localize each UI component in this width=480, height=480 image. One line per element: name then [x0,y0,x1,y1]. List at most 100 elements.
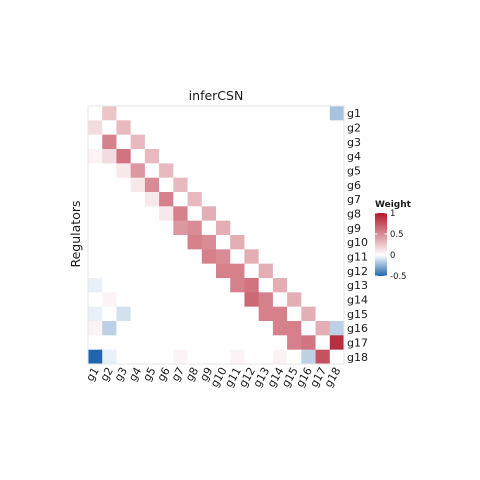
heatmap-cell-g16-g4 [130,321,146,336]
heatmap-cell-g5-g5 [144,163,160,178]
heatmap-cell-g14-g4 [130,292,146,307]
y-tick-label: g7 [347,193,361,206]
x-tick-label: g2 [98,365,116,384]
heatmap-cell-g11-g17 [315,249,331,264]
y-tick-label: g16 [347,322,368,335]
heatmap-cell-g2-g1 [88,120,103,135]
heatmap-cell-g17-g16 [301,335,316,350]
heatmap-cell-g8-g12 [244,206,259,221]
heatmap-cell-g7-g16 [301,192,316,207]
heatmap-cell-g12-g7 [173,263,188,279]
heatmap-cell-g15-g2 [102,306,117,322]
heatmap-cell-g6-g7 [173,177,188,193]
heatmap-cell-g13-g2 [102,278,117,293]
heatmap-cell-g16-g18 [329,321,345,336]
heatmap-cell-g8-g13 [258,206,274,221]
heatmap-cell-g2-g5 [144,120,160,135]
heatmap-cell-g6-g10 [216,177,231,193]
heatmap-cell-g17-g2 [102,335,117,350]
heatmap-cell-g11-g16 [301,249,316,264]
heatmap-cell-g12-g18 [329,263,345,279]
heatmap-cell-g5-g9 [201,163,217,178]
heatmap-cell-g14-g2 [102,292,117,307]
heatmap-cell-g8-g18 [329,206,345,221]
heatmap-cell-g17-g14 [272,335,288,350]
x-tick-label: g18 [322,365,344,390]
y-tick-label: g9 [347,222,361,235]
heatmap-cell-g14-g7 [173,292,188,307]
heatmap-cell-g12-g8 [187,263,203,279]
heatmap-cell-g17-g17 [315,335,331,350]
heatmap-cell-g13-g16 [301,278,316,293]
heatmap-cell-g9-g2 [102,220,117,236]
heatmap-cell-g15-g7 [173,306,188,322]
heatmap-cell-g11-g13 [258,249,274,264]
heatmap-cell-g6-g9 [201,177,217,193]
heatmap-cell-g12-g3 [116,263,131,279]
heatmap-cell-g2-g4 [130,120,146,135]
heatmap-cell-g17-g13 [258,335,274,350]
heatmap-cell-g6-g14 [272,177,288,193]
heatmap-cell-g3-g3 [116,134,131,150]
x-tick-label: g8 [183,365,201,384]
heatmap-cell-g11-g6 [159,249,174,264]
heatmap-cell-g17-g7 [173,335,188,350]
heatmap-cell-g10-g16 [301,235,316,250]
heatmap-cell-g17-g4 [130,335,146,350]
x-tick-labels: g1g2g3g4g5g6g7g8g9g10g11g12g13g14g15g16g… [83,365,343,390]
heatmap-cell-g9-g5 [144,220,160,236]
heatmap-cell-g6-g13 [258,177,274,193]
heatmap-cell-g14-g12 [244,292,259,307]
heatmap-cell-g8-g6 [159,206,174,221]
heatmap-cell-g13-g3 [116,278,131,293]
heatmap-cell-g12-g10 [216,263,231,279]
heatmap-cell-g6-g16 [301,177,316,193]
heatmap-cell-g8-g5 [144,206,160,221]
heatmap-cell-g16-g10 [216,321,231,336]
heatmap-cell-g8-g17 [315,206,331,221]
heatmap-cell-g5-g6 [159,163,174,178]
heatmap-cell-g8-g16 [301,206,316,221]
heatmap-cell-g9-g14 [272,220,288,236]
heatmap-cell-g13-g4 [130,278,146,293]
heatmap-cell-g15-g8 [187,306,203,322]
legend-label: -0.5 [390,272,407,282]
x-tick-label: g5 [140,365,158,384]
heatmap-cell-g14-g14 [272,292,288,307]
heatmap-cell-g11-g10 [216,249,231,264]
heatmap-cell-g4-g7 [173,149,188,164]
heatmap-cell-g11-g9 [201,249,217,264]
heatmap-cell-g10-g3 [116,235,131,250]
heatmap-cell-g18-g11 [230,349,245,365]
heatmap-cell-g16-g12 [244,321,259,336]
heatmap-cell-g9-g6 [159,220,174,236]
legend-label: 0.5 [390,230,404,240]
heatmap-cell-g15-g11 [230,306,245,322]
heatmap-cell-g4-g18 [329,149,345,164]
heatmap-cell-g11-g3 [116,249,131,264]
heatmap-cell-g2-g8 [187,120,203,135]
heatmap-cell-g8-g15 [287,206,302,221]
heatmap-cell-g14-g13 [258,292,274,307]
heatmap-cell-g17-g6 [159,335,174,350]
heatmap-cell-g11-g11 [230,249,245,264]
y-tick-label: g18 [347,351,368,364]
heatmap-cell-g4-g17 [315,149,331,164]
heatmap-cell-g15-g12 [244,306,259,322]
y-tick-label: g14 [347,294,368,307]
heatmap-cell-g16-g3 [116,321,131,336]
heatmap-cell-g9-g11 [230,220,245,236]
heatmap-cell-g9-g1 [88,220,103,236]
heatmap-cell-g2-g7 [173,120,188,135]
heatmap-cell-g3-g8 [187,134,203,150]
heatmap-cell-g18-g6 [159,349,174,365]
y-tick-label: g10 [347,236,368,249]
heatmap-cell-g1-g16 [301,106,316,121]
heatmap-cell-g13-g5 [144,278,160,293]
x-tick-label: g9 [197,365,215,384]
heatmap-cell-g9-g4 [130,220,146,236]
heatmap-cell-g9-g12 [244,220,259,236]
heatmap-cell-g1-g12 [244,106,259,121]
heatmap-cell-g18-g2 [102,349,117,365]
heatmap-cell-g3-g1 [88,134,103,150]
